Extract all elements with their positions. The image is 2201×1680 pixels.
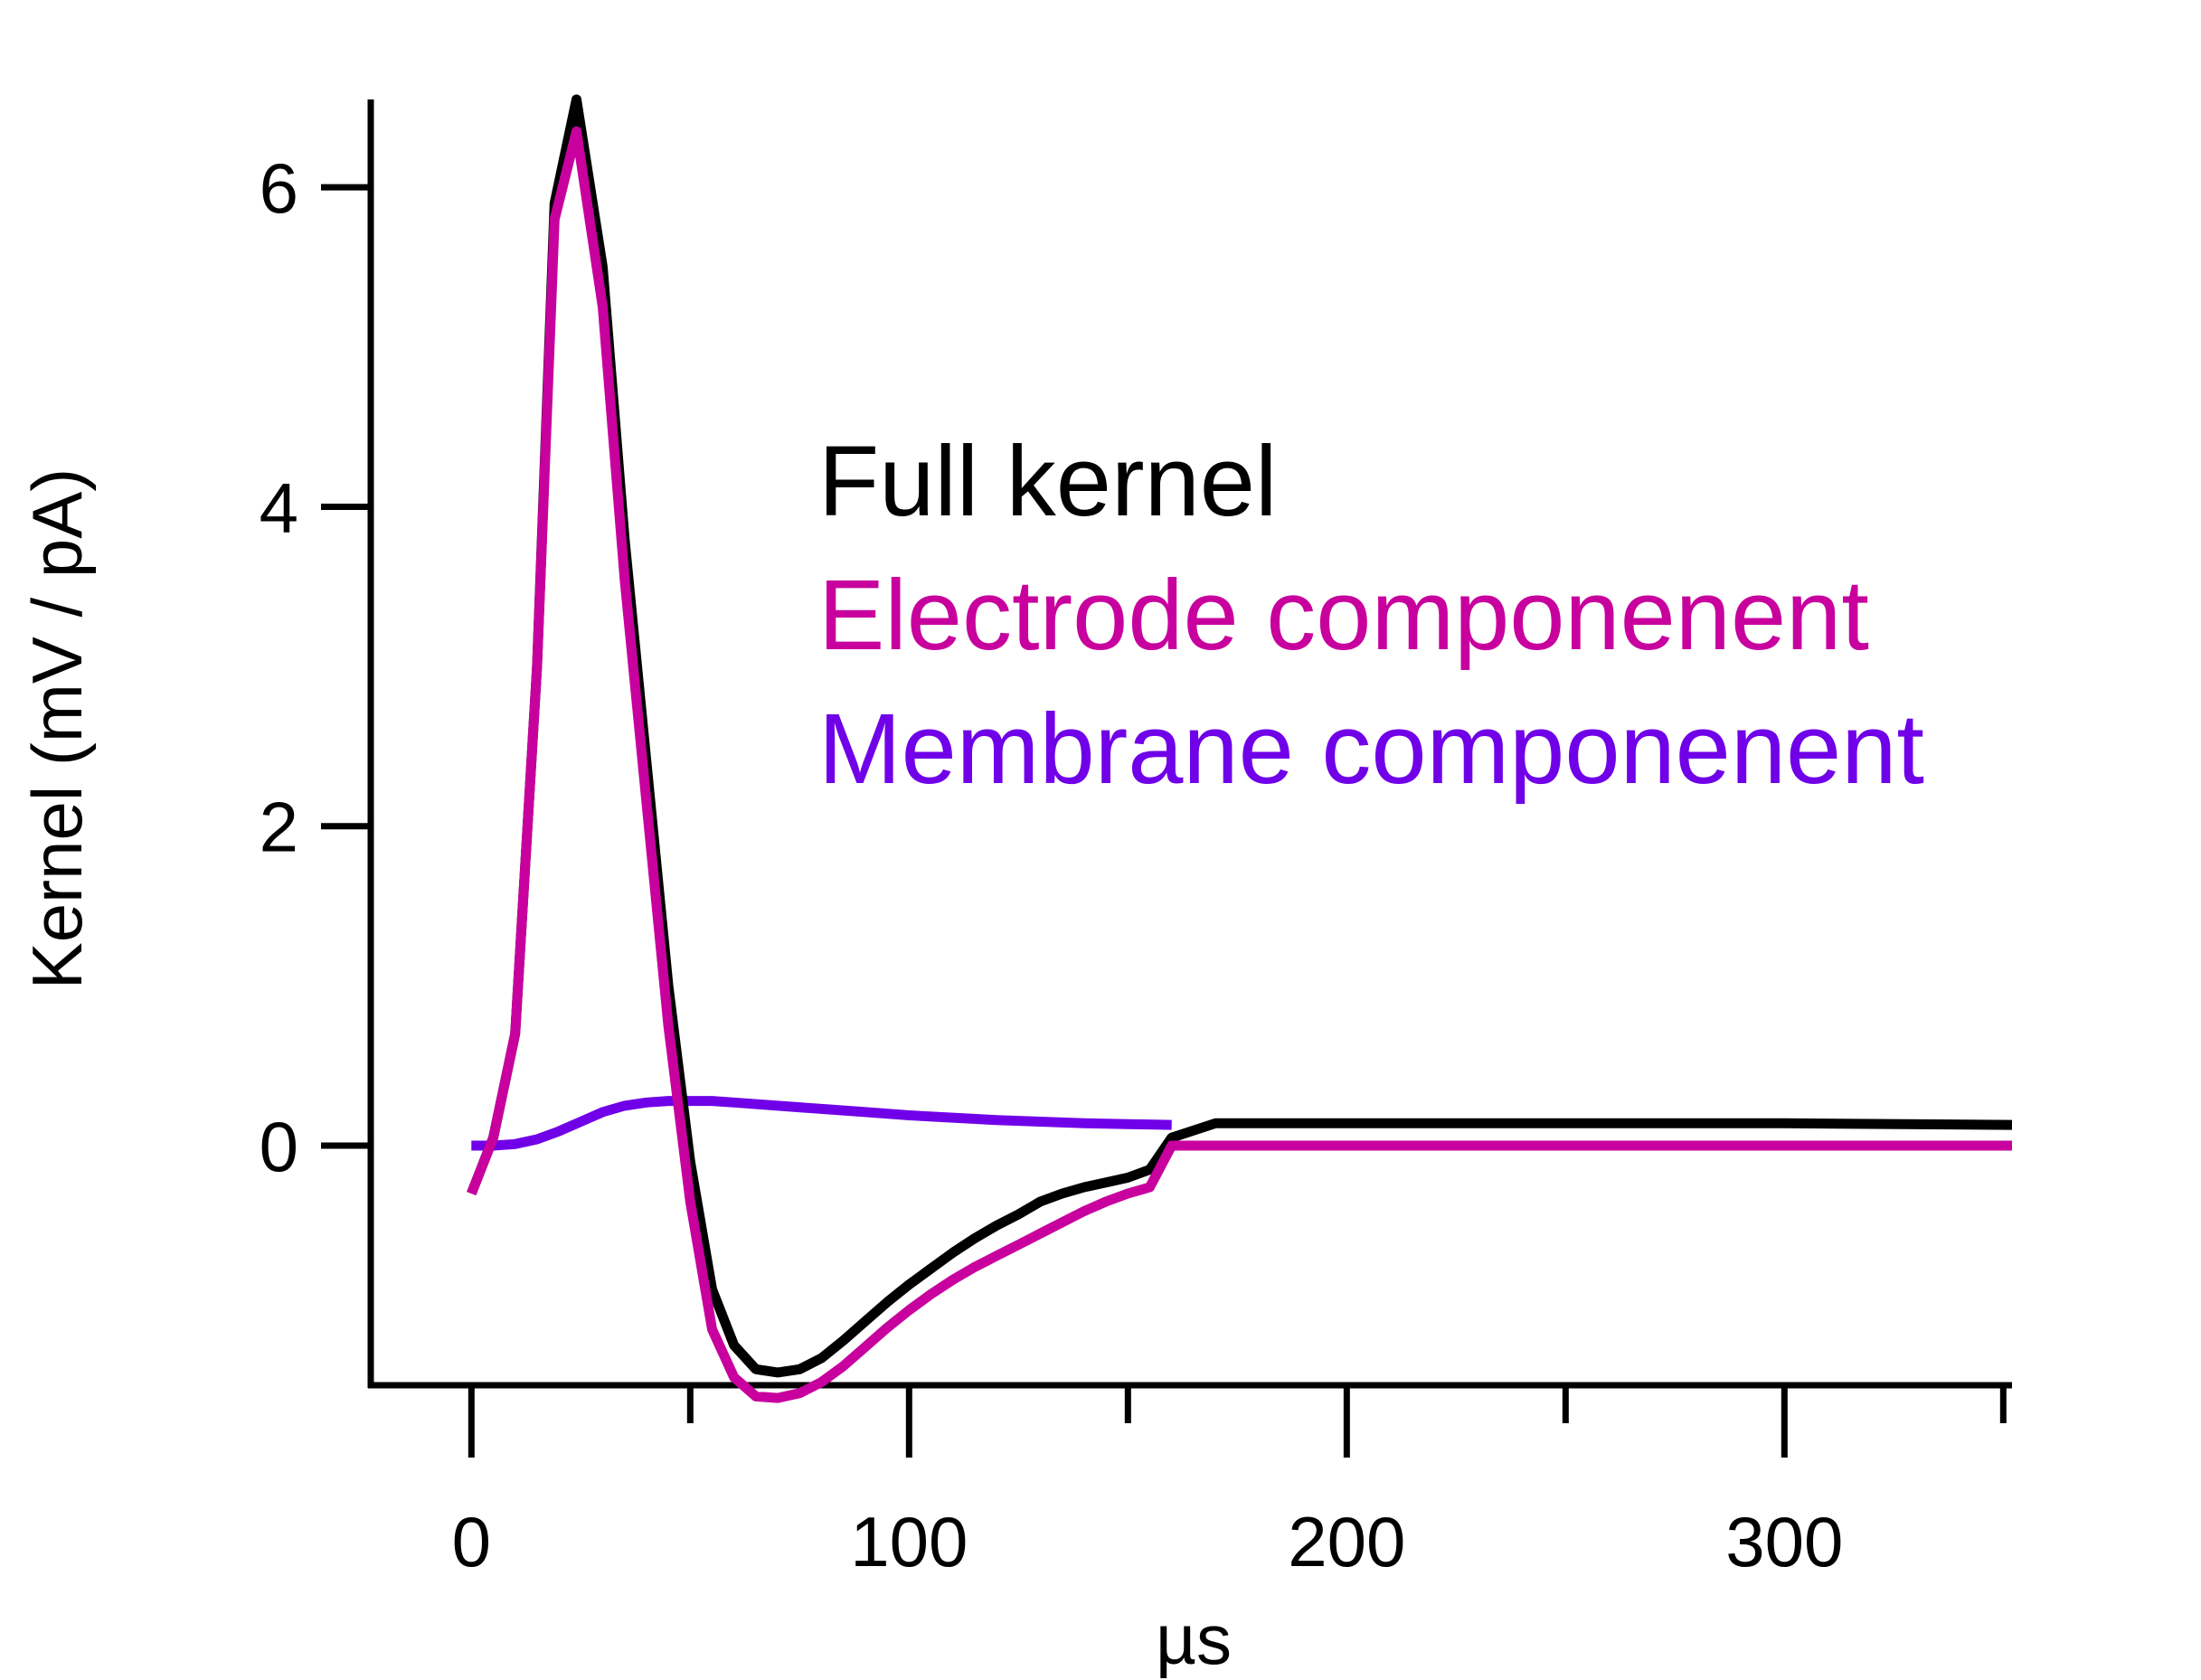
legend-entry-membrane-componenent: Membrane componenent <box>818 694 1924 805</box>
x-tick-label: 100 <box>850 1502 968 1581</box>
x-tick-label: 200 <box>1288 1502 1405 1581</box>
y-tick-label: 0 <box>260 1107 298 1186</box>
x-tick-label: 0 <box>452 1502 491 1581</box>
x-axis-label: µs <box>1156 1600 1232 1679</box>
y-tick-label: 2 <box>260 788 298 867</box>
legend: Full kernel Electrode componenent Membrane… <box>818 426 1924 805</box>
legend-entry-full-kernel: Full kernel <box>818 426 1277 537</box>
y-axis-label: Kernel (mV / pA) <box>17 468 97 990</box>
y-tick-label: 6 <box>260 148 298 228</box>
series-layer <box>467 94 2013 1403</box>
series-line-membrane-componenent <box>471 1096 1172 1151</box>
x-tick-label: 300 <box>1725 1502 1843 1581</box>
series-line-electrode-componenent <box>467 126 2012 1403</box>
y-tick-label: 4 <box>260 467 298 547</box>
legend-entry-electrode-componenent: Electrode componenent <box>818 560 1869 671</box>
axes: 0 100 200 300 0 2 4 6 <box>260 99 2012 1581</box>
